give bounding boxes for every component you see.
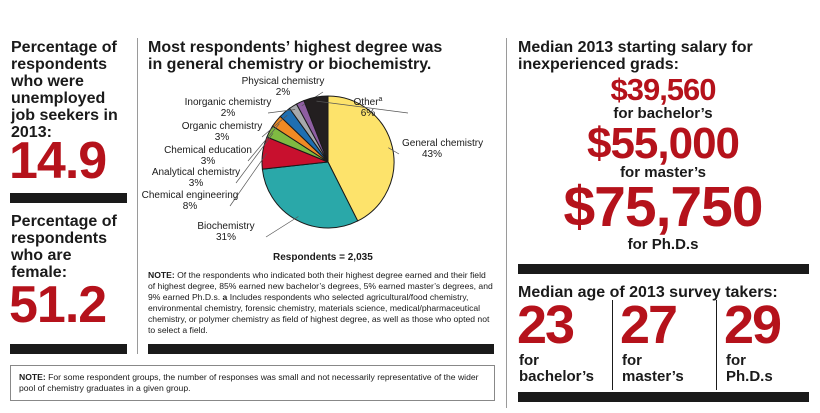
slice-value-label: 2%	[221, 108, 236, 119]
leader-line	[267, 109, 296, 114]
pie-slice-other	[303, 95, 329, 163]
age-masters-caption: for master’s	[622, 353, 684, 385]
note-head: NOTE:	[148, 270, 175, 280]
divider-right	[506, 38, 507, 408]
salary-rule	[518, 264, 809, 274]
age-rule	[518, 392, 809, 402]
age-bachelors-caption-1: for	[519, 352, 539, 369]
age-bachelors-caption: for bachelor’s	[519, 353, 594, 385]
left-rule-1	[10, 193, 127, 203]
divider-left	[137, 38, 138, 354]
leader-line	[316, 100, 409, 114]
age-phd-caption-1: for	[726, 352, 746, 369]
slice-name-label: Othera	[354, 96, 383, 108]
salary-masters-caption: for master’s	[620, 164, 706, 181]
age-masters-value: 27	[620, 295, 678, 355]
leader-line	[235, 133, 274, 184]
unemployed-label: Percentage of respondents who were unemp…	[11, 39, 118, 141]
slice-value-label: 3%	[215, 132, 230, 143]
pie-title: Most respondents’ highest degree was in …	[148, 39, 443, 73]
unemployed-value: 14.9	[9, 132, 107, 190]
slice-value-label: 8%	[183, 201, 198, 212]
slice-value-label: 31%	[216, 232, 236, 243]
age-divider-2	[716, 300, 717, 390]
slice-value-label: 2%	[276, 87, 291, 98]
salary-phd-caption: for Ph.D.s	[627, 236, 699, 253]
leader-line	[388, 147, 400, 155]
note-a-body: Includes respondents who selected agricu…	[148, 292, 490, 335]
respondents-count: Respondents = 2,035	[273, 252, 373, 263]
slice-name-label: Inorganic chemistry	[185, 97, 272, 108]
age-phd-caption-2: Ph.D.s	[726, 368, 773, 385]
middle-rule	[148, 344, 494, 354]
age-masters-caption-1: for	[622, 352, 642, 369]
slice-value-label: 6%	[361, 108, 376, 119]
age-phd-value: 29	[724, 295, 782, 355]
slice-name-label: Chemical engineering	[142, 190, 239, 201]
pie-slice-biochemistry	[261, 161, 359, 229]
age-phd-caption: for Ph.D.s	[726, 353, 773, 385]
leader-line	[247, 123, 280, 162]
slice-name-label: Analytical chemistry	[152, 167, 240, 178]
female-label: Percentage of respondents who are female…	[11, 213, 117, 281]
salary-masters-value: $55,000	[586, 119, 740, 168]
slice-name-label: Organic chemistry	[182, 121, 263, 132]
age-masters-caption-2: master’s	[622, 368, 684, 385]
leader-line	[265, 216, 299, 238]
slice-value-label: 3%	[189, 178, 204, 189]
degree-note: NOTE: Of the respondents who indicated b…	[148, 270, 494, 336]
note-body: Of the respondents who indicated both th…	[148, 270, 493, 302]
slice-name-label: Chemical education	[164, 145, 252, 156]
age-title: Median age of 2013 survey takers:	[518, 284, 778, 301]
left-rule-2	[10, 344, 127, 354]
salary-bachelors-value: $39,560	[610, 72, 716, 107]
footnote-box: NOTE: For some respondent groups, the nu…	[10, 365, 495, 401]
pie-slice-general-chemistry	[327, 95, 395, 222]
slice-value-label: 3%	[201, 156, 216, 167]
female-value: 51.2	[9, 276, 107, 334]
slice-name-label: Biochemistry	[197, 221, 254, 232]
salary-bachelors-caption: for bachelor’s	[613, 105, 713, 122]
slice-value-label: 43%	[422, 149, 442, 160]
age-bachelors-caption-2: bachelor’s	[519, 368, 595, 385]
footnote-body: For some respondent groups, the number o…	[19, 372, 479, 393]
leader-line	[261, 114, 288, 138]
age-bachelors-value: 23	[517, 295, 575, 355]
salary-title: Median 2013 starting salary for inexperi…	[518, 39, 753, 73]
salary-phd-value: $75,750	[563, 175, 763, 239]
footnote-head: NOTE:	[19, 372, 46, 382]
slice-name-label: General chemistry	[402, 138, 483, 149]
slice-name-label: Physical chemistry	[242, 76, 325, 87]
note-a-head: a	[222, 292, 228, 302]
age-divider-1	[612, 300, 613, 390]
leader-line	[229, 153, 267, 207]
